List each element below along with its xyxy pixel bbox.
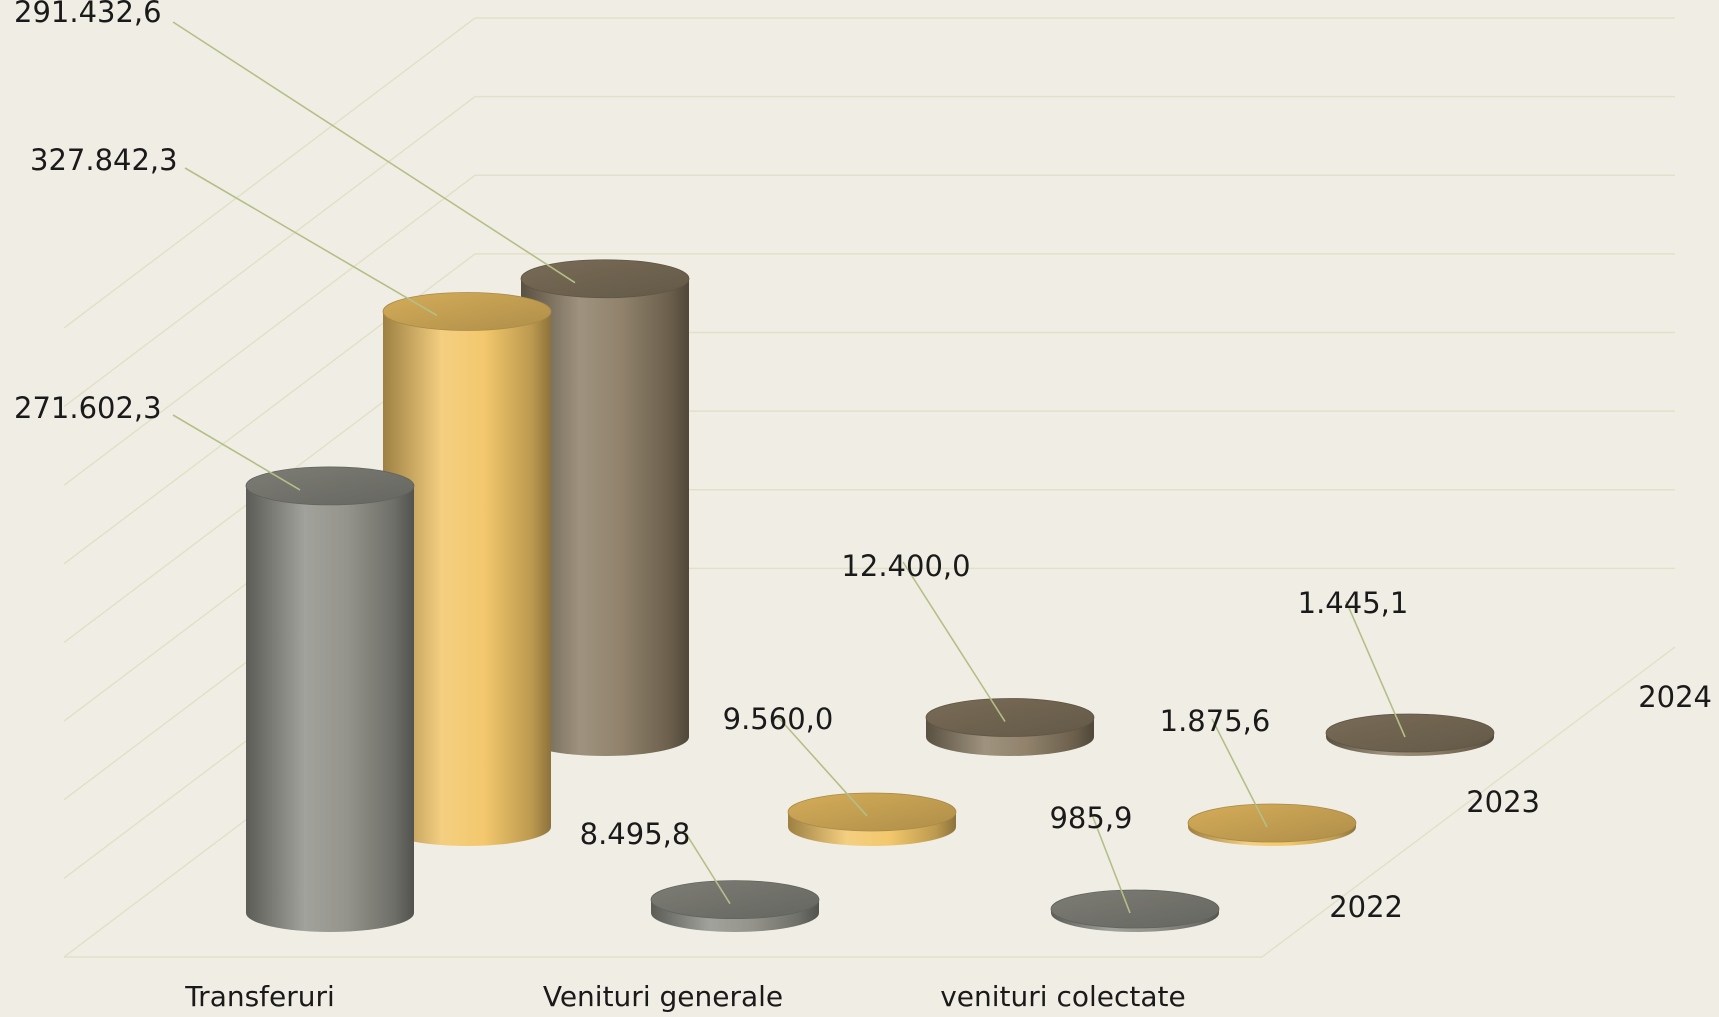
leader-line: [902, 561, 1006, 722]
data-label-2024-1: 12.400,0: [841, 549, 970, 583]
bar-top: [382, 292, 552, 331]
data-label-2024-0: 291.432,6: [14, 0, 162, 29]
bar-2024-2: [1325, 713, 1495, 756]
bar-2023-0: [382, 292, 552, 846]
data-label-2022-0: 271.602,3: [14, 391, 162, 425]
series-label-2022: 2022: [1329, 890, 1403, 924]
bar-2022-2: [1050, 889, 1220, 932]
bars: [245, 259, 1495, 932]
series-label-2023: 2023: [1466, 785, 1540, 819]
leader-line: [172, 414, 301, 491]
data-label-2022-1: 8.495,8: [580, 817, 691, 851]
category-labels: Transferuri Venituri generale venituri col…: [184, 980, 1186, 1013]
category-label: Transferuri: [184, 980, 335, 1013]
bar-top: [925, 698, 1095, 737]
leader-line: [1211, 718, 1268, 828]
leader-line: [1345, 600, 1406, 738]
bar-2022-1: [650, 880, 820, 932]
bar-top: [787, 792, 957, 832]
bar-2022-0: [245, 466, 415, 932]
data-label-2023-1: 9.560,0: [723, 702, 834, 736]
gridline: [63, 17, 476, 329]
gridline: [63, 96, 476, 408]
gridline: [63, 174, 476, 486]
bar-top: [245, 466, 415, 506]
category-label: Venituri generale: [543, 980, 783, 1013]
floor-edges: [64, 646, 1676, 958]
bar-body: [246, 485, 414, 932]
leader-line: [777, 716, 868, 817]
bar-2024-1: [925, 698, 1095, 756]
leader-line: [684, 831, 731, 905]
bar-top: [520, 259, 690, 299]
floor-right-edge: [1261, 646, 1676, 958]
bar-top: [650, 880, 820, 920]
category-label: venituri colectate: [940, 980, 1186, 1013]
bar-2023-2: [1187, 803, 1357, 846]
bar-body: [383, 311, 551, 846]
bar-body: [521, 278, 689, 756]
bar-top: [1187, 803, 1357, 843]
leader-line: [1090, 811, 1131, 914]
leader-line: [172, 21, 576, 284]
bar-2024-0: [520, 259, 690, 756]
bar-top: [1325, 713, 1495, 753]
bar-top: [1050, 889, 1220, 929]
bar-2023-1: [787, 792, 957, 846]
leader-lines: [172, 21, 1406, 914]
series-depth-labels: 2022 2023 2024: [1329, 680, 1712, 924]
series-label-2024: 2024: [1638, 680, 1712, 714]
data-label-2023-0: 327.842,3: [30, 143, 178, 177]
data-label-2023-2: 1.875,6: [1160, 704, 1271, 738]
data-label-2022-2: 985,9: [1049, 801, 1132, 835]
data-labels: 291.432,6 12.400,0 1.445,1 327.842,3 9.560,0…: [14, 0, 1408, 851]
data-label-2024-2: 1.445,1: [1298, 586, 1409, 620]
leader-line: [184, 167, 438, 317]
